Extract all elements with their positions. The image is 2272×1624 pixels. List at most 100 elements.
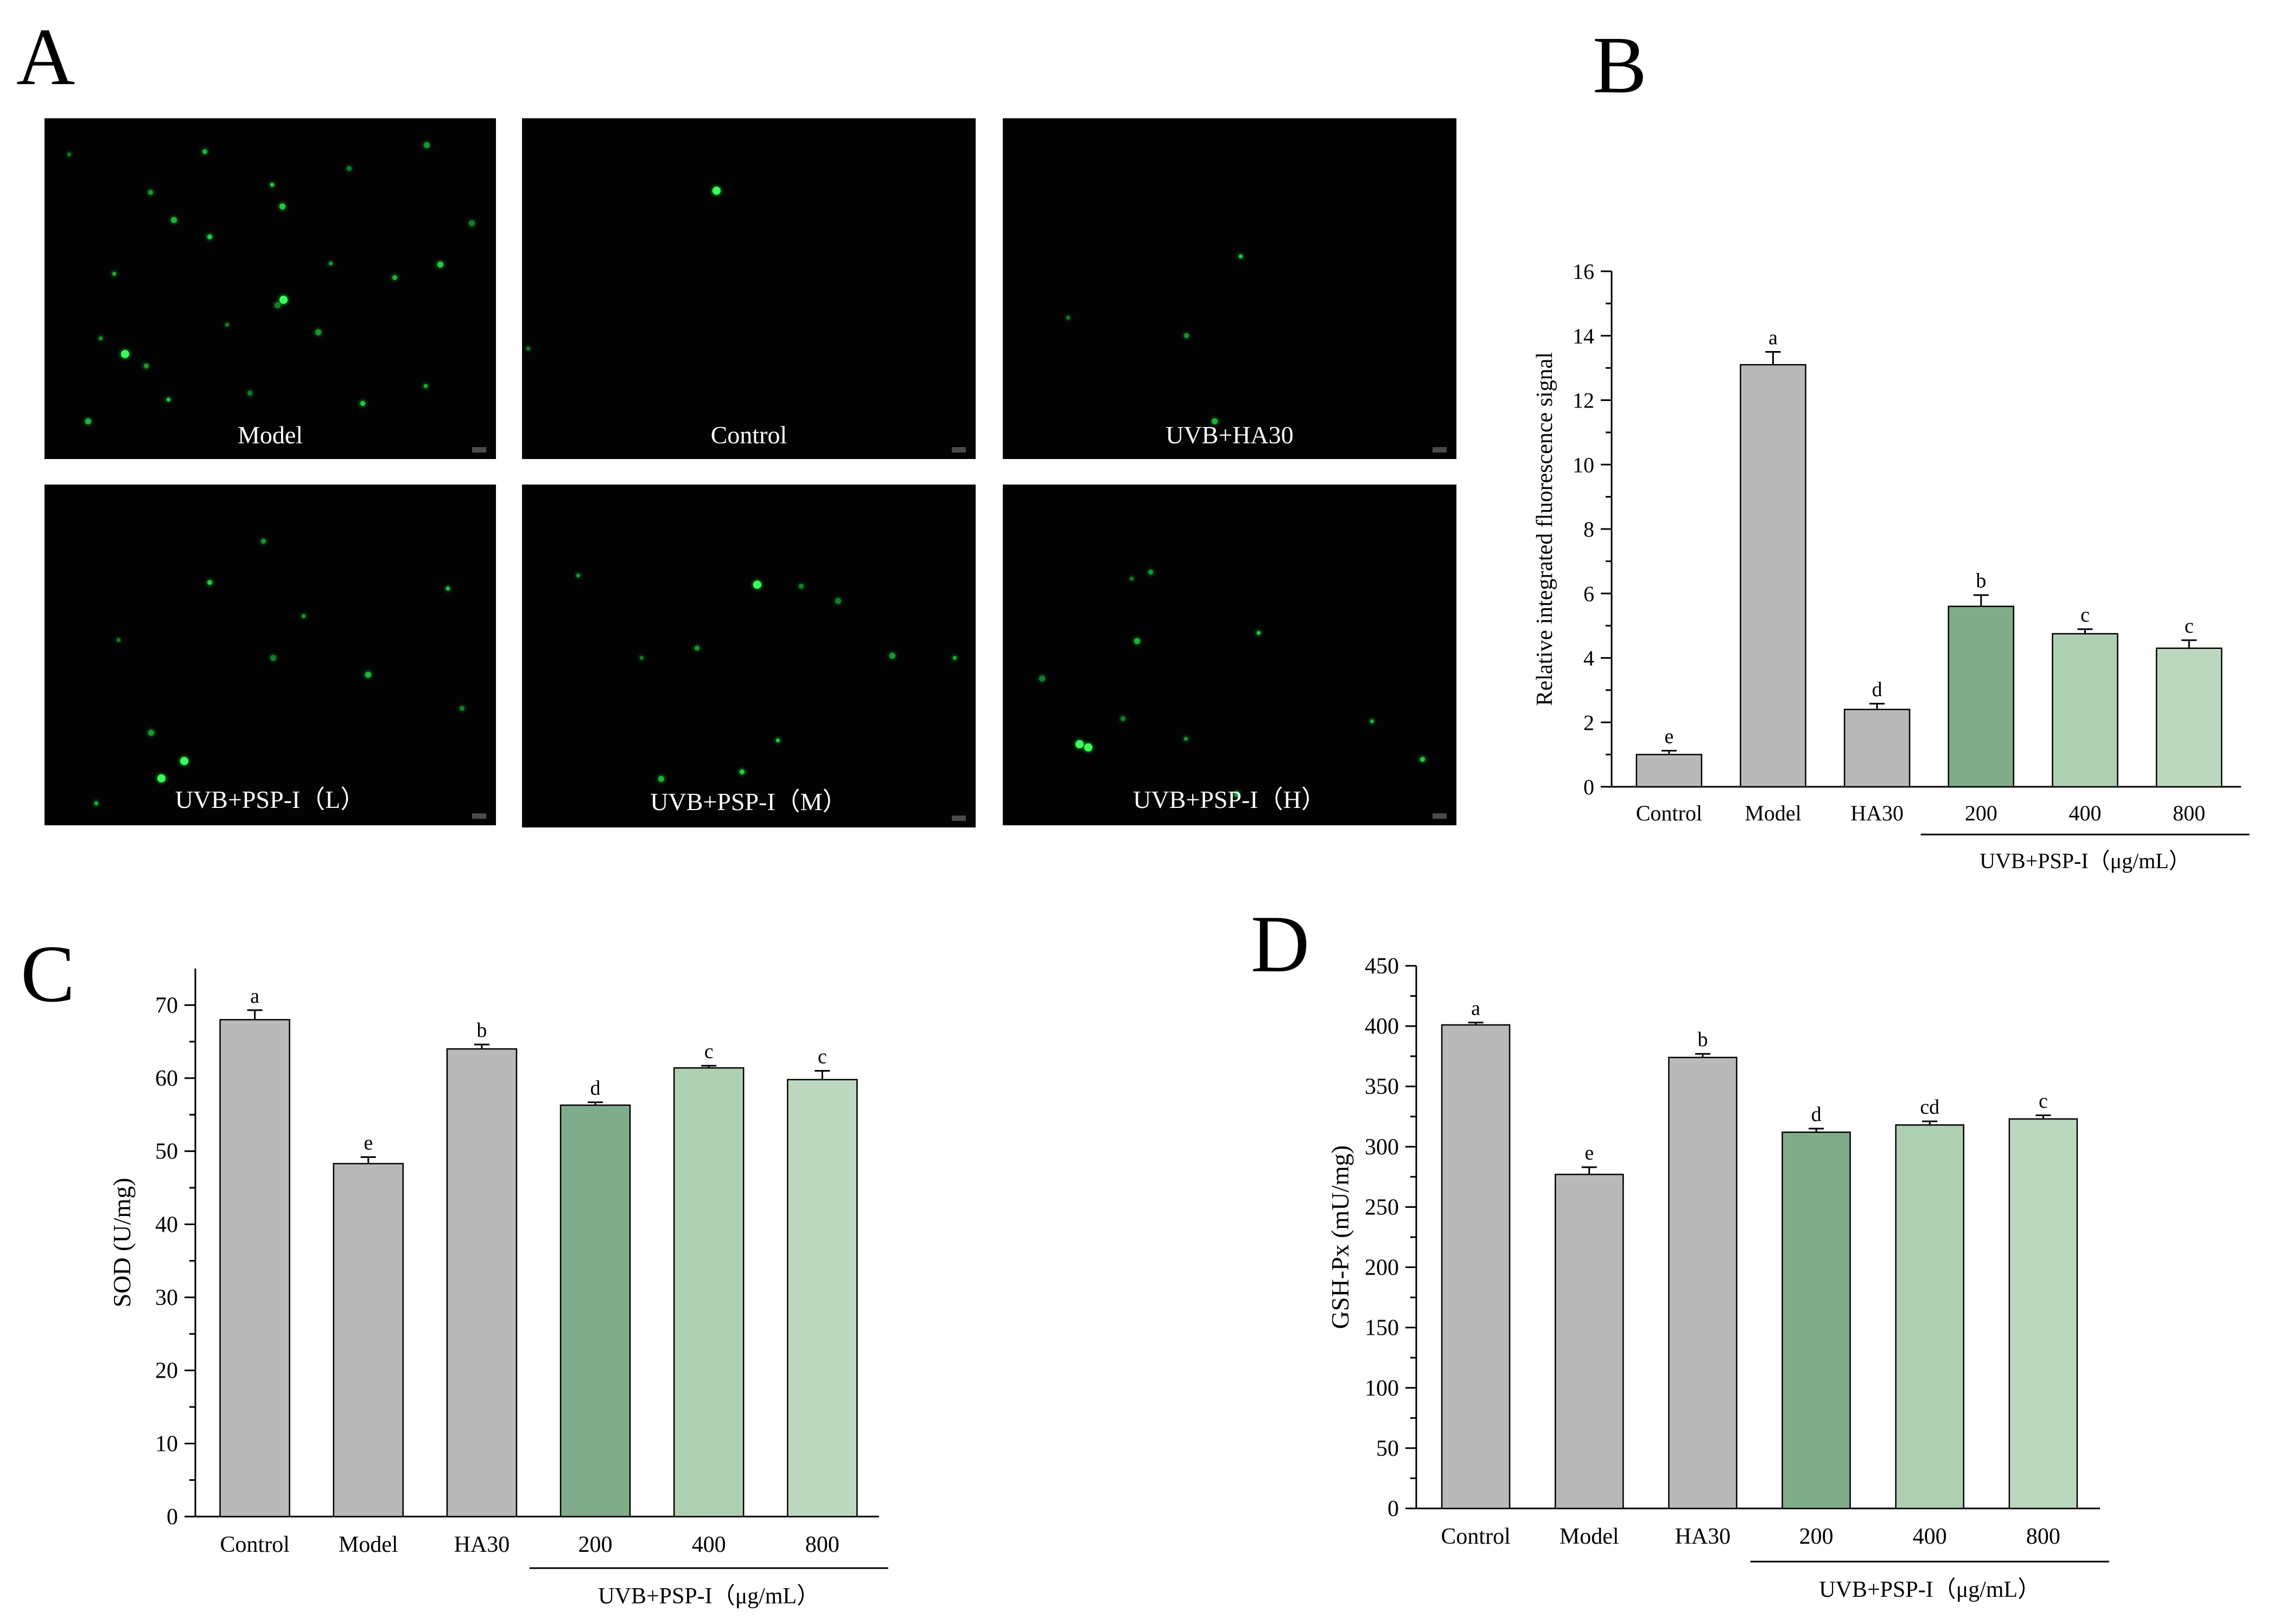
bar-400 [1895, 1124, 1964, 1510]
fluorescent-cell [202, 149, 208, 154]
bar-800 [2008, 1118, 2078, 1510]
fluorescent-cell [85, 418, 91, 424]
bar-200 [1781, 1131, 1851, 1510]
fluorescent-cell [1121, 716, 1126, 722]
fluorescent-cell [207, 234, 212, 239]
fluorescent-cell [1184, 736, 1188, 741]
fluorescent-cell [423, 142, 430, 148]
group-label: UVB+PSP-I（μg/mL） [1980, 849, 2191, 873]
micrograph-label: Control [710, 421, 787, 449]
fluorescent-cell [329, 261, 333, 265]
y-tick-label: 250 [1365, 1195, 1399, 1220]
significance-letter: a [1471, 997, 1480, 1020]
fluorescent-cell [94, 801, 98, 806]
fluorescent-cell [953, 656, 957, 660]
fluorescent-cell [275, 302, 281, 309]
micrograph-4: UVB+PSP-I（L） [44, 485, 496, 825]
chart-c-sod: 0 10 20 30 40 50 60 70 SOD (U/mg) a Control e Model b… [108, 969, 888, 1609]
fluorescent-cell [1234, 791, 1240, 798]
y-tick-label: 0 [1583, 775, 1594, 799]
fluorescent-cell [261, 539, 266, 544]
significance-letter: d [1872, 678, 1882, 701]
y-tick-label: 50 [1376, 1436, 1399, 1461]
bar-400 [673, 1067, 744, 1518]
micrograph-3: UVB+HA30 [1003, 118, 1456, 459]
y-tick-label: 8 [1583, 517, 1594, 542]
fluorescent-cell [365, 672, 371, 678]
significance-letter: c [2185, 615, 2194, 638]
bar-control [1441, 1024, 1511, 1510]
significance-letter: a [250, 985, 259, 1008]
fluorescent-cell [170, 217, 177, 224]
category-label: Model [1560, 1524, 1619, 1549]
bar-ha30 [446, 1048, 518, 1518]
category-label: Control [1636, 801, 1702, 825]
y-tick-label: 450 [1365, 954, 1399, 979]
fluorescent-cell [117, 638, 121, 642]
category-label: Control [1441, 1524, 1510, 1549]
fluorescent-cell [658, 776, 664, 782]
scale-bar [1433, 813, 1447, 819]
fluorescent-cell [1039, 675, 1045, 682]
bar-200 [559, 1104, 631, 1518]
fluorescent-cell [270, 655, 276, 661]
micrograph-2: Control [522, 118, 976, 459]
significance-letter: a [1768, 326, 1778, 349]
y-tick-label: 4 [1583, 646, 1594, 671]
fluorescent-cell [526, 346, 531, 351]
fluorescent-cell-bright [1084, 743, 1093, 752]
bar-800 [2155, 647, 2223, 788]
significance-letter: b [476, 1019, 487, 1042]
fluorescent-cell [279, 203, 285, 209]
fluorescent-cell [67, 152, 71, 156]
fluorescent-cell [1148, 570, 1153, 575]
significance-letter: e [1584, 1142, 1594, 1164]
fluorescent-cell [1370, 719, 1374, 724]
y-tick-label: 50 [155, 1139, 178, 1164]
bar-200 [1948, 606, 2015, 788]
y-tick-label: 150 [1365, 1316, 1399, 1341]
category-label: HA30 [1675, 1524, 1731, 1549]
y-tick-label: 14 [1573, 324, 1594, 348]
category-label: 800 [2026, 1524, 2060, 1549]
panel-letter-c: C [21, 929, 75, 1019]
bar-800 [787, 1079, 858, 1518]
category-label: HA30 [1850, 801, 1904, 825]
fluorescent-cell-bright [180, 757, 188, 766]
fluorescent-cell [740, 769, 745, 774]
bar-model [1740, 364, 1806, 788]
y-axis-label: SOD (U/mg) [108, 1178, 136, 1308]
category-label: 800 [805, 1532, 839, 1557]
fluorescent-cell [1420, 757, 1425, 762]
significance-letter: b [1976, 570, 1986, 593]
category-label: 200 [1799, 1524, 1834, 1549]
fluorescent-cell [225, 322, 229, 327]
fluorescent-cell [1238, 254, 1243, 259]
y-tick-label: 2 [1583, 710, 1594, 735]
y-tick-label: 400 [1365, 1014, 1399, 1039]
fluorescent-cell [694, 646, 699, 651]
micrograph-label: Model [237, 421, 303, 449]
bar-model [1555, 1174, 1624, 1510]
scale-bar [472, 447, 486, 453]
micrograph-label: UVB+PSP-I（M） [650, 788, 848, 816]
category-label: HA30 [454, 1532, 510, 1557]
bar-control [1635, 754, 1703, 788]
fluorescent-cell [1134, 638, 1141, 644]
fluorescent-cell [640, 656, 644, 660]
fluorescent-cell-bright [1075, 740, 1084, 748]
category-label: 200 [578, 1532, 613, 1557]
panel-letter-b: B [1593, 20, 1647, 110]
scale-bar [952, 447, 966, 453]
panel-letter-d: D [1251, 899, 1310, 989]
y-tick-label: 350 [1365, 1074, 1399, 1099]
chart-d-gsh-px: 0 50 100 150 200 250 300 350 400 450 GSH-Px (mU/mg… [1326, 954, 2109, 1602]
significance-letter: c [818, 1046, 827, 1068]
micrograph-6: UVB+PSP-I（H） [1003, 485, 1456, 825]
significance-letter: e [364, 1131, 373, 1154]
group-label: UVB+PSP-I（μg/mL） [1819, 1577, 2040, 1602]
bar-control [219, 1019, 290, 1518]
category-label: 200 [1965, 801, 1997, 825]
fluorescent-cell [423, 384, 428, 388]
y-tick-label: 70 [155, 993, 178, 1018]
